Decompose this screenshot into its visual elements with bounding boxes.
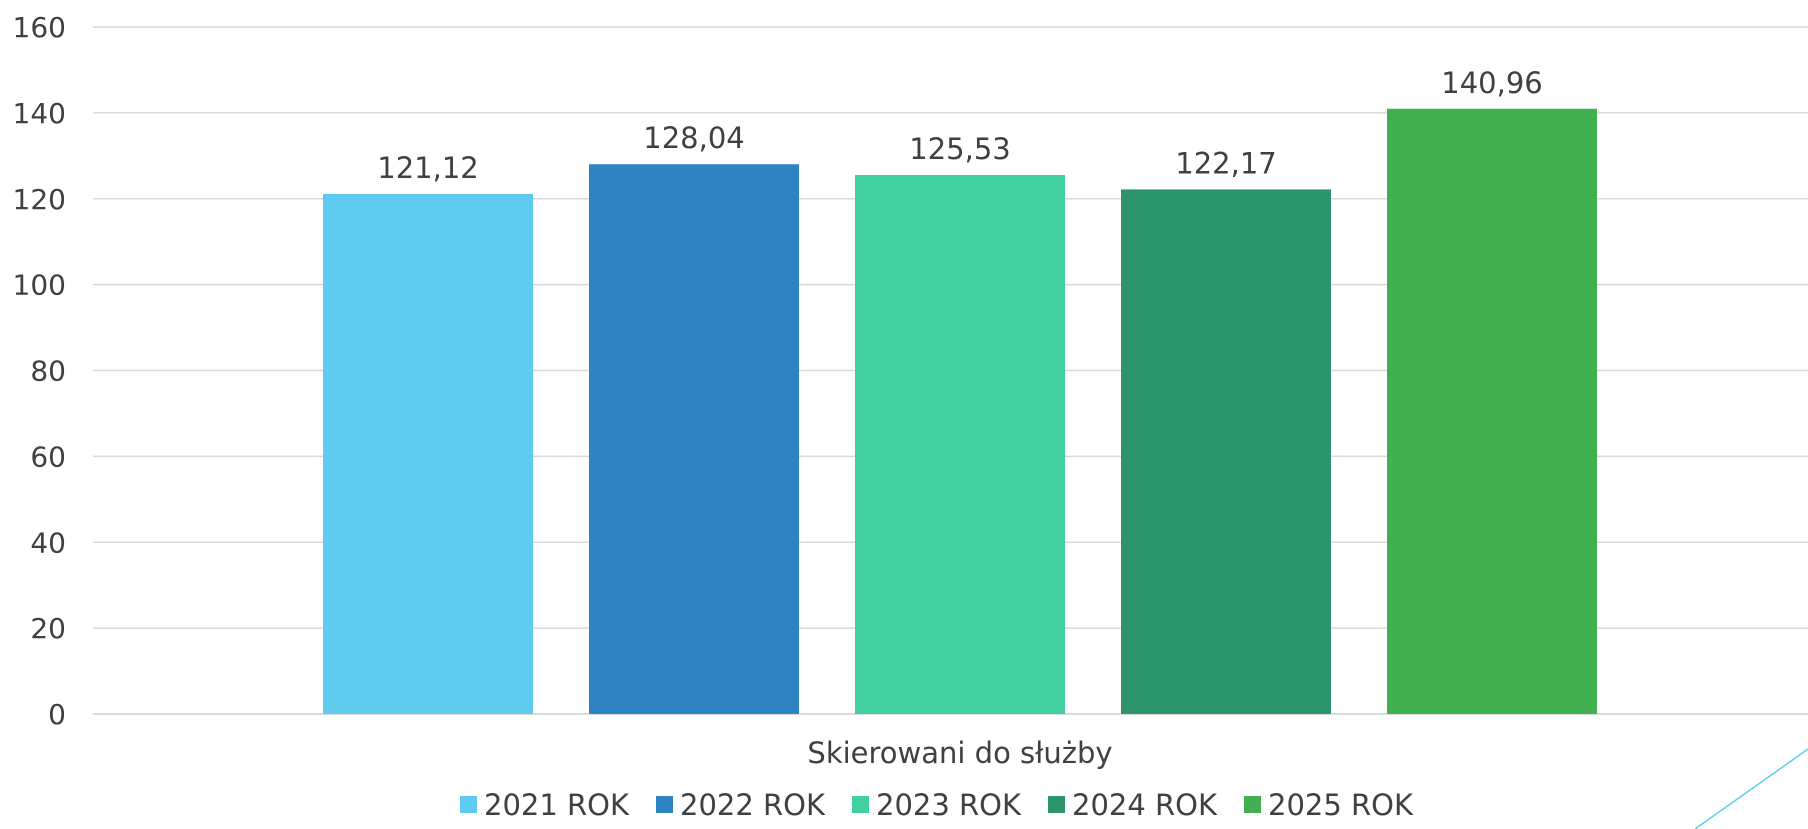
data-labels: 121,12 128,04 125,53 122,17 140,96 [377, 66, 1542, 185]
y-tick-label: 120 [13, 183, 66, 216]
y-tick-label: 0 [48, 698, 66, 731]
legend: 2021 ROK 2022 ROK 2023 ROK 2024 ROK 2025 ROK [460, 788, 1414, 822]
legend-label: 2022 ROK [680, 788, 826, 822]
data-label: 140,96 [1441, 66, 1542, 100]
bar-2024-rok [1121, 189, 1331, 714]
bars [323, 108, 1597, 715]
bar-2021-rok [323, 193, 533, 715]
legend-swatch [1048, 796, 1065, 813]
legend-swatch [1244, 796, 1261, 813]
bar-2023-rok [855, 175, 1065, 715]
legend-swatch [656, 796, 673, 813]
data-label: 122,17 [1175, 146, 1276, 180]
y-tick-label: 140 [13, 97, 66, 130]
legend-label: 2024 ROK [1072, 788, 1218, 822]
category-label: Skierowani do służby [807, 736, 1112, 770]
legend-swatch [852, 796, 869, 813]
legend-label: 2025 ROK [1268, 788, 1414, 822]
bar-2025-rok [1387, 108, 1597, 715]
y-tick-label: 60 [30, 440, 66, 473]
data-label: 121,12 [377, 151, 478, 185]
y-tick-label: 40 [30, 526, 66, 559]
legend-swatch [460, 796, 477, 813]
legend-label: 2021 ROK [484, 788, 630, 822]
y-tick-label: 20 [30, 612, 66, 645]
y-axis-ticks: 0 20 40 60 80 100 120 140 160 [13, 11, 66, 731]
data-label: 128,04 [643, 121, 744, 155]
y-tick-label: 80 [30, 355, 66, 388]
data-label: 125,53 [909, 132, 1010, 166]
y-tick-label: 100 [13, 269, 66, 302]
decorative-corner-line [1694, 748, 1808, 829]
bar-2022-rok [589, 164, 799, 714]
legend-label: 2023 ROK [876, 788, 1022, 822]
y-tick-label: 160 [13, 11, 66, 44]
